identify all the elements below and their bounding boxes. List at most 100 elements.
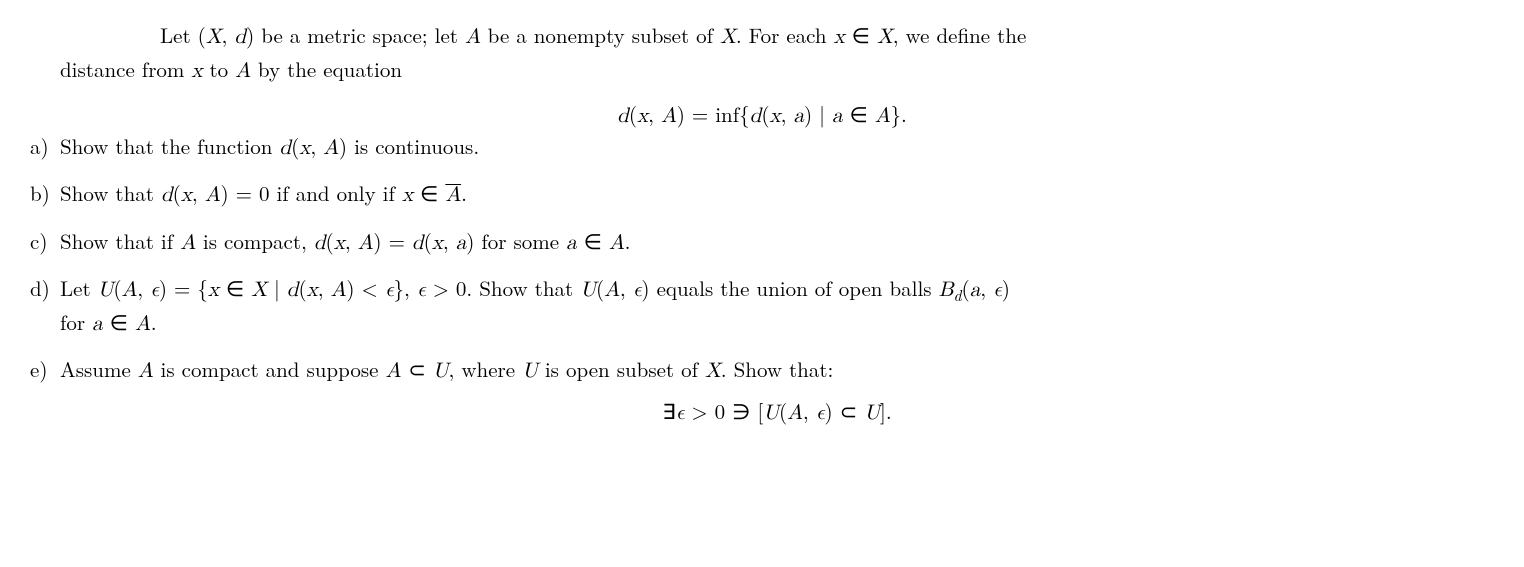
item-d-line-2: for a ∈ A. (60, 307, 1494, 341)
item-content: Assume A is compact and suppose A ⊂ U, w… (60, 354, 1494, 429)
text: by the equation (251, 54, 402, 84)
text: Let (60, 273, 98, 303)
var-A: A (180, 233, 196, 254)
var-x: x (208, 280, 219, 301)
text: ( (761, 99, 769, 129)
text: . (151, 307, 157, 337)
text: is compact and suppose (154, 354, 386, 384)
text: , (192, 178, 205, 208)
text: ( (298, 273, 306, 303)
var-U: U (98, 280, 114, 301)
item-c: c) Show that if A is compact, d(x, A) = … (30, 226, 1494, 260)
text: ) for some (466, 226, 566, 256)
var-A: A (205, 185, 221, 206)
var-X: X (720, 27, 736, 48)
var-A: A (385, 361, 401, 382)
problem-list: a) Show that the function d(x, A) is con… (30, 131, 1494, 430)
var-A: A (358, 233, 374, 254)
var-a: a (456, 233, 467, 254)
text: . Show that: (721, 354, 834, 384)
var-d: d (750, 106, 762, 127)
text: | (267, 273, 287, 303)
var-A: A (661, 106, 677, 127)
text: Show that if (60, 226, 180, 256)
text: be a nonempty subset of (481, 20, 720, 50)
text: , (222, 20, 235, 50)
intro-line-2: distance from x to A by the equation (30, 54, 1494, 88)
var-a: a (793, 106, 804, 127)
item-label: a) (30, 131, 60, 165)
var-A: A (609, 233, 625, 254)
text: ∈ (577, 226, 609, 256)
text: , we define the (893, 20, 1027, 50)
var-A: A (323, 138, 339, 159)
var-a: a (832, 106, 843, 127)
var-A: A (122, 280, 138, 301)
text: . (461, 178, 467, 208)
text: , (137, 273, 150, 303)
item-a: a) Show that the function d(x, A) is con… (30, 131, 1494, 165)
text: Assume (60, 354, 138, 384)
text: ( (629, 99, 637, 129)
text: ( (424, 226, 432, 256)
item-label: e) (30, 354, 60, 429)
item-content: Show that the function d(x, A) is contin… (60, 131, 1494, 165)
text: }, (394, 273, 417, 303)
var-d: d (234, 27, 246, 48)
var-x: x (402, 185, 413, 206)
var-U: U (522, 361, 538, 382)
var-x: x (334, 233, 345, 254)
text: . For each (736, 20, 834, 50)
var-x: x (770, 106, 781, 127)
var-eps: ϵ (150, 280, 159, 301)
text: Show that the function (60, 131, 279, 161)
exists-symbol: ∃ (662, 396, 675, 426)
intro-paragraph: Let (X, d) be a metric space; let A be a… (30, 20, 1494, 87)
text: ) equals the union of open balls (641, 273, 938, 303)
text: ( (962, 273, 970, 303)
var-x: x (834, 27, 845, 48)
item-d-line-1: Let U(A, ϵ) = {x ∈ X | d(x, A) < ϵ}, ϵ >… (60, 273, 1494, 307)
var-x: x (307, 280, 318, 301)
var-B: B (939, 280, 954, 301)
text: Let ( (160, 20, 206, 50)
text: , (803, 396, 816, 426)
text: , (310, 131, 323, 161)
var-eps: ϵ (385, 280, 394, 301)
text: Show that (60, 178, 161, 208)
text: ) = 0 if and only if (220, 178, 401, 208)
text: , (345, 226, 358, 256)
var-x: x (299, 138, 310, 159)
text: ) = inf{ (677, 99, 750, 129)
var-x: x (432, 233, 443, 254)
text: ) = (373, 226, 412, 256)
item-content: Let U(A, ϵ) = {x ∈ X | d(x, A) < ϵ}, ϵ >… (60, 273, 1494, 340)
text: ( (291, 131, 299, 161)
item-content: Show that d(x, A) = 0 if and only if x ∈… (60, 178, 1494, 212)
var-U: U (763, 403, 779, 424)
intro-line-1: Let (X, d) be a metric space; let A be a… (30, 20, 1494, 54)
text: }. (890, 99, 906, 129)
var-X: X (206, 27, 222, 48)
text: ) < (346, 273, 385, 303)
text: ∈ (845, 20, 877, 50)
var-eps: ϵ (993, 280, 1002, 301)
var-A: A (875, 106, 891, 127)
text: ) ⊂ (824, 396, 864, 426)
text: , (781, 99, 794, 129)
text: , (443, 226, 456, 256)
var-d: d (287, 280, 299, 301)
text: is compact, (196, 226, 314, 256)
var-U: U (580, 280, 596, 301)
text: . (625, 226, 631, 256)
var-a: a (92, 314, 103, 335)
var-U: U (864, 403, 880, 424)
item-content: Show that if A is compact, d(x, A) = d(x… (60, 226, 1494, 260)
var-X: X (705, 361, 721, 382)
text: ]. (880, 396, 892, 426)
var-eps: ϵ (676, 403, 685, 424)
subscript-d: d (953, 283, 961, 306)
text: ) be a metric space; let (246, 20, 465, 50)
var-eps: ϵ (417, 280, 426, 301)
text: ⊂ (401, 354, 433, 384)
